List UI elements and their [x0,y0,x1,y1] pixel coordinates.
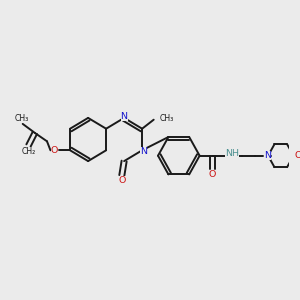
Text: CH₃: CH₃ [15,114,29,123]
Text: CH₃: CH₃ [160,114,174,123]
Text: O: O [118,176,125,185]
Text: NH: NH [225,149,239,158]
Text: N: N [140,147,147,156]
Text: O: O [209,170,216,179]
Text: N: N [264,151,271,160]
Text: O: O [294,151,300,160]
Text: CH₂: CH₂ [21,147,36,156]
Text: N: N [121,112,128,121]
Text: O: O [51,146,58,155]
